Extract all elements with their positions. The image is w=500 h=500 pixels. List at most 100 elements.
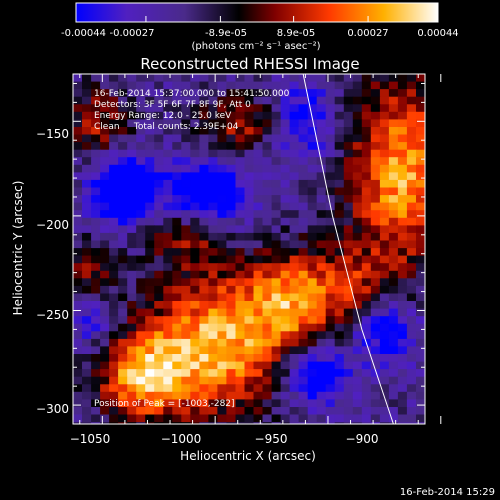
heatmap-cell (406, 308, 417, 317)
heatmap-cell (118, 210, 128, 219)
heatmap-cell (379, 134, 390, 143)
heatmap-cell (73, 323, 83, 332)
heatmap-cell (199, 263, 209, 272)
heatmap-cell (136, 179, 146, 189)
heatmap-cell (406, 127, 417, 136)
heatmap-cell (100, 331, 110, 340)
heatmap-cell (289, 149, 300, 158)
heatmap-cell (379, 210, 390, 219)
heatmap-cell (370, 202, 381, 211)
heatmap-cell (217, 316, 227, 325)
heatmap-cell (163, 232, 173, 242)
heatmap-cell (172, 96, 182, 105)
heatmap-cell (73, 119, 83, 128)
colorbar-tick-label: -0.00044 (61, 28, 106, 39)
heatmap-cell (154, 354, 164, 363)
heatmap-cell (235, 187, 246, 196)
heatmap-cell (352, 119, 363, 128)
heatmap-cell (199, 407, 209, 416)
heatmap-cell (416, 316, 425, 325)
heatmap-cell (73, 89, 83, 98)
heatmap-cell (298, 149, 309, 158)
heatmap-cell (352, 195, 363, 204)
heatmap-cell (397, 96, 408, 105)
heatmap-cell (307, 195, 318, 204)
heatmap-cell (73, 111, 83, 120)
heatmap-cell (154, 301, 164, 310)
heatmap-cell (271, 354, 282, 363)
heatmap-cell (388, 164, 399, 173)
heatmap-cell (226, 119, 236, 128)
heatmap-cell (343, 210, 354, 219)
heatmap-cell (253, 81, 264, 90)
heatmap-cell (361, 422, 372, 424)
heatmap-cell (154, 149, 164, 158)
heatmap-cell (289, 407, 300, 416)
heatmap-cell (145, 187, 155, 196)
heatmap-cell (343, 172, 354, 181)
heatmap-cell (298, 331, 309, 340)
heatmap-cell (334, 278, 345, 287)
heatmap-cell (127, 149, 137, 158)
colorbar-tick-label: 0.00044 (417, 28, 458, 39)
heatmap-cell (325, 195, 336, 204)
heatmap-cell (334, 361, 345, 370)
heatmap-cell (325, 111, 336, 120)
heatmap-cell (416, 414, 425, 423)
heatmap-cell (262, 270, 273, 279)
heatmap-cell (325, 119, 336, 128)
heatmap-cell (289, 172, 300, 181)
heatmap-cell (190, 263, 200, 272)
heatmap-cell (82, 361, 92, 370)
heatmap-cell (361, 134, 372, 143)
heatmap-cell (352, 301, 363, 310)
heatmap-cell (325, 361, 336, 370)
heatmap-cell (199, 179, 209, 189)
heatmap-cell (262, 119, 273, 128)
heatmap-cell (271, 308, 282, 317)
heatmap-cell (262, 172, 273, 181)
heatmap-cell (199, 157, 209, 166)
heatmap-cell (226, 157, 236, 166)
heatmap-cell (73, 157, 83, 166)
heatmap-cell (82, 278, 92, 287)
heatmap-cell (334, 338, 345, 348)
heatmap-cell (361, 149, 372, 158)
heatmap-cell (370, 376, 381, 385)
heatmap-cell (307, 240, 318, 249)
heatmap-cell (361, 391, 372, 400)
heatmap-cell (118, 149, 128, 158)
heatmap-cell (172, 111, 182, 120)
heatmap-cell (163, 149, 173, 158)
heatmap-cell (280, 270, 291, 279)
heatmap-cell (154, 278, 164, 287)
heatmap-cell (100, 142, 110, 151)
heatmap-cell (271, 74, 282, 83)
heatmap-cell (190, 301, 200, 310)
heatmap-cell (136, 187, 146, 196)
heatmap-cell (280, 369, 291, 378)
heatmap-cell (307, 202, 318, 211)
heatmap-cell (181, 270, 191, 279)
heatmap-cell (127, 210, 137, 219)
heatmap-cell (361, 240, 372, 249)
heatmap-cell (289, 164, 300, 173)
heatmap-cell (334, 331, 345, 340)
heatmap-cell (298, 399, 309, 408)
heatmap-cell (361, 308, 372, 317)
heatmap-cell (172, 346, 182, 355)
heatmap-cell (352, 285, 363, 295)
heatmap-cell (100, 399, 110, 408)
heatmap-cell (208, 217, 218, 226)
heatmap-cell (118, 104, 128, 113)
heatmap-cell (199, 217, 209, 226)
heatmap-cell (82, 376, 92, 385)
heatmap-cell (226, 331, 236, 340)
heatmap-cell (244, 202, 255, 211)
heatmap-cell (271, 217, 282, 226)
heatmap-cell (100, 323, 110, 332)
heatmap-cell (73, 255, 83, 264)
heatmap-cell (406, 195, 417, 204)
heatmap-cell (352, 202, 363, 211)
y-tick-label: −150 (36, 127, 69, 141)
